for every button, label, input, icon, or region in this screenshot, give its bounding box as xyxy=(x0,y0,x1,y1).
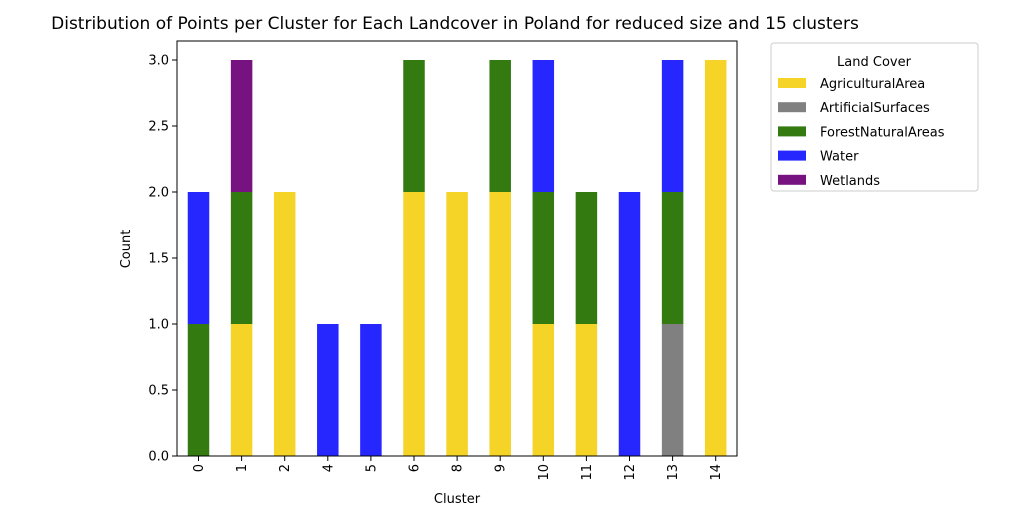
y-tick-label: 1.5 xyxy=(148,252,169,267)
bar-AgriculturalArea-cluster-11 xyxy=(575,324,598,456)
bar-Water-cluster-10 xyxy=(532,60,555,192)
y-tick-label: 0.5 xyxy=(148,384,169,399)
x-tick-label: 9 xyxy=(494,464,509,472)
legend-swatch-ArtificialSurfaces xyxy=(778,102,806,113)
x-axis: 0 1 2 4 5 6 8 9 10 11 12 13 14 xyxy=(192,456,724,481)
x-tick-label: 12 xyxy=(623,464,638,481)
x-axis-label: Cluster xyxy=(434,492,481,507)
x-tick-label: 2 xyxy=(278,464,293,472)
bar-ForestNaturalAreas-cluster-11 xyxy=(575,192,598,324)
bar-ForestNaturalAreas-cluster-13 xyxy=(661,192,684,324)
legend-box xyxy=(770,42,979,192)
bar-Water-cluster-13 xyxy=(661,60,684,192)
legend-swatch-Water xyxy=(778,150,806,161)
bar-Water-cluster-4 xyxy=(317,324,339,456)
bars-group xyxy=(187,60,727,456)
bar-Water-cluster-5 xyxy=(360,324,382,456)
bar-AgriculturalArea-cluster-6 xyxy=(403,192,425,456)
legend-swatch-Wetlands xyxy=(778,174,806,185)
bar-AgriculturalArea-cluster-14 xyxy=(704,60,727,456)
bar-AgriculturalArea-cluster-9 xyxy=(489,192,511,456)
legend-swatch-ForestNaturalAreas xyxy=(778,126,806,137)
bar-AgriculturalArea-cluster-8 xyxy=(446,192,468,456)
y-axis: 0.0 0.5 1.0 1.5 2.0 2.5 3.0 xyxy=(148,54,177,465)
plot-frame xyxy=(176,40,738,457)
x-tick-label: 1 xyxy=(235,464,250,472)
x-tick-label: 6 xyxy=(408,464,423,472)
y-tick-label: 0.0 xyxy=(148,450,169,465)
x-tick-label: 13 xyxy=(666,464,681,481)
x-tick-label: 5 xyxy=(364,464,379,472)
bar-Water-cluster-12 xyxy=(618,192,641,456)
y-tick-label: 2.0 xyxy=(148,186,169,201)
bar-ForestNaturalAreas-cluster-1 xyxy=(230,192,253,324)
x-tick-label: 4 xyxy=(321,464,336,472)
y-tick-label: 3.0 xyxy=(148,54,169,69)
bar-ForestNaturalAreas-cluster-6 xyxy=(403,60,425,192)
legend-swatch-AgriculturalArea xyxy=(778,78,806,88)
bar-AgriculturalArea-cluster-2 xyxy=(273,192,296,456)
legend-label-Water: Water xyxy=(820,150,859,165)
x-tick-label: 11 xyxy=(580,464,595,481)
x-tick-label: 8 xyxy=(451,464,466,472)
chart-title: Distribution of Points per Cluster for E… xyxy=(51,14,859,34)
bar-Water-cluster-0 xyxy=(187,192,210,324)
legend-label-ForestNaturalAreas: ForestNaturalAreas xyxy=(820,125,945,140)
x-tick-label: 14 xyxy=(709,464,724,481)
y-tick-label: 2.5 xyxy=(148,120,169,135)
bar-ForestNaturalAreas-cluster-9 xyxy=(489,60,511,192)
bar-ForestNaturalAreas-cluster-10 xyxy=(532,192,555,324)
bar-Wetlands-cluster-1 xyxy=(230,60,253,192)
legend-label-Wetlands: Wetlands xyxy=(820,174,880,189)
legend-title: Land Cover xyxy=(837,55,912,70)
bar-ForestNaturalAreas-cluster-0 xyxy=(187,324,210,456)
bar-ArtificialSurfaces-cluster-13 xyxy=(661,324,684,456)
x-tick-label: 10 xyxy=(537,464,552,481)
y-axis-label: Count xyxy=(119,230,134,269)
bar-AgriculturalArea-cluster-10 xyxy=(532,324,555,456)
legend: Land Cover AgriculturalArea ArtificialSur… xyxy=(770,42,979,192)
x-tick-label: 0 xyxy=(192,464,207,472)
bar-AgriculturalArea-cluster-1 xyxy=(230,324,253,456)
y-tick-label: 1.0 xyxy=(148,318,169,333)
legend-label-ArtificialSurfaces: ArtificialSurfaces xyxy=(820,101,930,116)
legend-label-AgriculturalArea: AgriculturalArea xyxy=(820,77,925,92)
